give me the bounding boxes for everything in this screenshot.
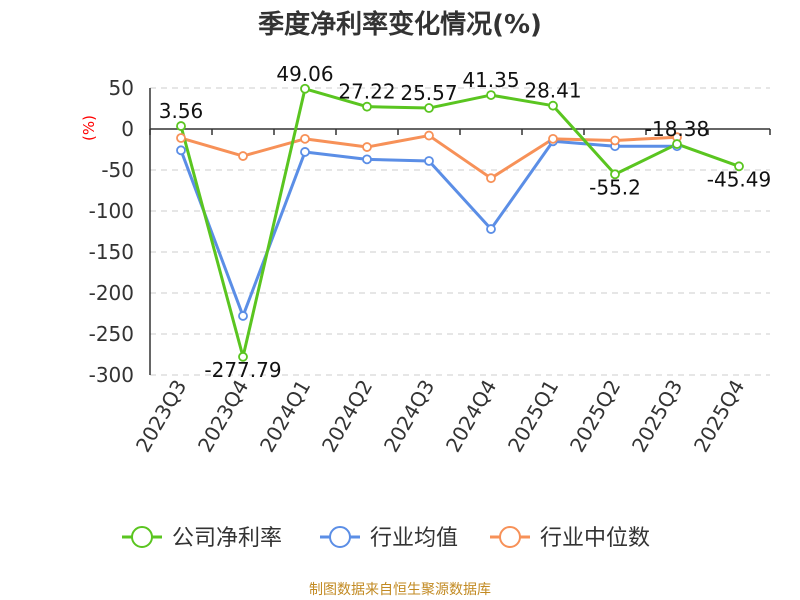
- x-tick-label: 2024Q3: [379, 376, 439, 457]
- data-label: 25.57: [400, 81, 457, 105]
- data-point: [176, 145, 186, 156]
- y-tick-label: -200: [89, 281, 134, 305]
- x-tick-label: 2025Q1: [503, 376, 563, 457]
- data-label: 27.22: [338, 80, 395, 104]
- data-label: -45.49: [707, 167, 771, 191]
- axes: [149, 88, 771, 375]
- data-point: [238, 311, 248, 321]
- y-tick-label: 50: [109, 76, 134, 100]
- data-point: [300, 133, 310, 144]
- y-tick-label: -50: [101, 158, 134, 182]
- x-ticks: 2023Q3 2023Q4 2024Q1 2024Q2 2024Q3 2024Q4 2025…: [131, 376, 749, 457]
- x-tick-label: 2025Q2: [565, 376, 625, 457]
- data-label: -277.79: [204, 358, 281, 382]
- x-tick-label: 2024Q2: [317, 376, 377, 457]
- data-point: [610, 169, 620, 180]
- y-tick-label: -300: [89, 363, 134, 387]
- legend: 公司净利率 行业均值 行业中位数: [122, 526, 650, 551]
- data-point: [362, 154, 372, 165]
- y-tick-label: -150: [89, 240, 134, 264]
- data-point: [734, 161, 744, 172]
- y-tick-label: -250: [89, 322, 134, 346]
- x-tick-label: 2024Q1: [255, 376, 315, 457]
- data-point: [176, 121, 186, 131]
- x-tick-label: 2025Q4: [689, 376, 749, 457]
- series-points: [176, 83, 744, 362]
- legend-marker: [499, 526, 521, 548]
- x-tick-label: 2023Q3: [131, 376, 191, 457]
- data-point: [486, 173, 496, 184]
- legend-label: 行业中位数: [540, 526, 650, 551]
- data-label: -18.38: [645, 117, 709, 141]
- series-line: [179, 87, 740, 359]
- data-point: [486, 224, 496, 234]
- data-point: [424, 103, 434, 113]
- data-point: [672, 139, 682, 149]
- data-point: [238, 151, 248, 161]
- data-point: [300, 83, 310, 94]
- data-point: [362, 101, 372, 112]
- grid: [150, 87, 770, 376]
- source-note: 制图数据来自恒生聚源数据库: [309, 582, 491, 598]
- x-tick-label: 2025Q3: [627, 376, 687, 457]
- legend-marker: [329, 526, 351, 548]
- y-unit-label: (%): [80, 115, 98, 141]
- data-label: 41.35: [462, 68, 519, 92]
- y-tick-label: -100: [89, 199, 134, 223]
- chart-title: 季度净利率变化情况(%): [258, 9, 542, 40]
- data-point: [548, 133, 558, 144]
- y-ticks: 50 0 -50 -100 -150 -200 -250 -300: [89, 76, 134, 387]
- data-point: [362, 142, 372, 152]
- data-point: [176, 133, 186, 143]
- x-tick-label: 2023Q4: [193, 376, 253, 457]
- data-point: [424, 130, 434, 141]
- legend-marker: [131, 526, 153, 548]
- legend-label: 公司净利率: [172, 526, 282, 551]
- series-line: [179, 139, 677, 318]
- x-tick-label: 2024Q4: [441, 376, 501, 457]
- data-label: -55.2: [589, 175, 641, 199]
- y-tick-label: 0: [121, 117, 134, 141]
- data-label: 3.56: [159, 99, 204, 123]
- data-label: 28.41: [524, 79, 581, 103]
- data-label: 49.06: [276, 62, 333, 86]
- data-point: [548, 100, 558, 111]
- data-point: [238, 351, 248, 362]
- data-point: [486, 90, 496, 100]
- data-point: [300, 147, 310, 157]
- data-point: [610, 135, 620, 146]
- data-point: [424, 156, 434, 166]
- legend-label: 行业均值: [370, 526, 458, 551]
